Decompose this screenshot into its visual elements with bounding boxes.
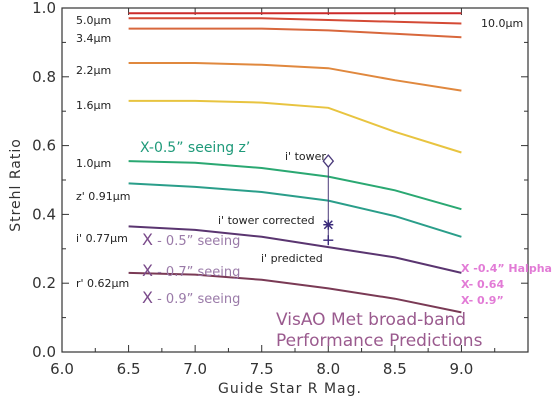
chart-title-line-1: VisAO Met broad-band <box>276 310 466 330</box>
series-label-i-0-77um: i' 0.77µm <box>76 232 128 245</box>
x-tick-label: 8.5 <box>383 360 407 378</box>
marker-corrected-asterisk <box>323 220 333 230</box>
series-label-10um: 10.0µm <box>481 17 523 30</box>
y-tick-label: 0.4 <box>32 205 56 223</box>
annotation-x-05: X - 0.5” seeing <box>142 230 240 249</box>
y-axis-label: Strehl Ratio <box>8 138 24 232</box>
chart-title-line-2: Performance Predictions <box>276 331 483 351</box>
x-09-text: - 0.9” seeing <box>153 292 240 307</box>
series-line-2 <box>128 27 462 39</box>
series-line-3 <box>128 62 462 92</box>
series-label-1-6um: 1.6µm <box>76 99 111 112</box>
marker-tower-diamond <box>322 154 335 169</box>
plot-border <box>61 7 529 353</box>
y-tick-label: 0.0 <box>32 343 56 361</box>
x-tick-label: 9.0 <box>449 360 473 378</box>
series-lines <box>128 12 462 314</box>
x-05-text: - 0.5” seeing <box>153 234 240 249</box>
y-tick-label: 0.6 <box>32 137 56 155</box>
y-tick-label: 0.8 <box>32 68 56 86</box>
series-label-3-4um: 3.4µm <box>76 32 111 45</box>
annotation-seeing-z: X-0.5” seeing z’ <box>140 140 250 156</box>
series-line-7 <box>128 225 462 274</box>
marker-label-tower: i' tower <box>285 150 326 163</box>
marker-label-predicted: i' predicted <box>261 252 323 265</box>
x-07-text: - 0.7” seeing <box>153 265 240 280</box>
x-07-symbol: X <box>142 261 153 280</box>
x-tick-label: 8.0 <box>316 360 340 378</box>
series-line-8 <box>128 271 462 314</box>
series-label-2-2um: 2.2µm <box>76 64 111 77</box>
y-tick-label: 1.0 <box>32 0 56 17</box>
series-label-5um: 5.0µm <box>76 14 111 27</box>
axis-ticks: 6.0 6.5 7.0 7.5 8.0 8.5 9.0 0.0 0.2 0.4 0.6 0.8 1.0 <box>32 0 528 378</box>
series-label-z-0-91um: z' 0.91µm <box>76 190 131 203</box>
x-tick-label: 6.5 <box>117 360 141 378</box>
plot-frame <box>61 7 529 353</box>
annotation-halpha-1: X -0.4” Halpha <box>461 262 552 275</box>
annotation-halpha-2: X- 0.64 <box>461 278 504 291</box>
marker-group <box>322 154 335 246</box>
x-tick-label: 7.0 <box>183 360 207 378</box>
y-tick-label: 0.2 <box>32 274 56 292</box>
annotation-halpha-3: X- 0.9” <box>461 294 504 307</box>
series-label-r-0-62um: r' 0.62µm <box>76 277 129 290</box>
x-axis-label: Guide Star R Mag. <box>218 381 362 397</box>
series-line-5 <box>128 160 462 211</box>
x-tick-label: 6.0 <box>50 360 74 378</box>
series-line-4 <box>128 99 462 154</box>
marker-label-tower-corrected: i' tower corrected <box>218 214 315 227</box>
series-line-1 <box>128 17 462 25</box>
annotation-x-07: X - 0.7” seeing <box>142 261 240 280</box>
x-09-symbol: X <box>142 288 153 307</box>
x-05-symbol: X <box>142 230 153 249</box>
annotation-x-09: X - 0.9” seeing <box>142 288 240 307</box>
series-label-1-0um: 1.0µm <box>76 157 111 170</box>
x-tick-label: 7.5 <box>250 360 274 378</box>
series-line-6 <box>128 182 462 238</box>
